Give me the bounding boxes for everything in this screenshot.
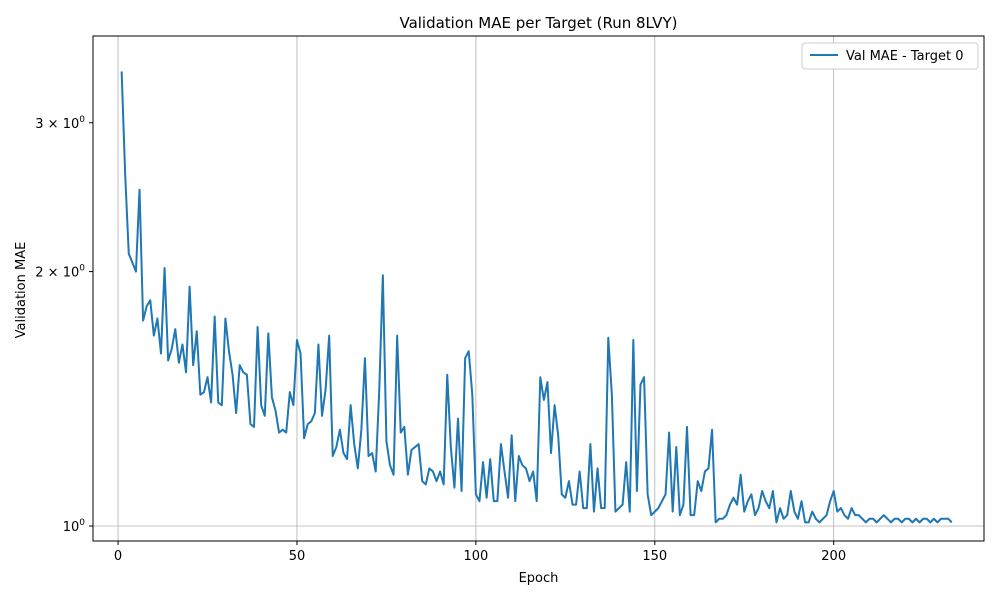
y-axis-title: Validation MAE [14,242,29,339]
plot-frame [92,35,985,542]
x-tick-label: 150 [642,549,667,564]
series-layer [120,71,953,524]
series-line-target-0 [120,71,953,524]
grid-lines [93,36,984,541]
x-axis: 0 50 100 150 200 [114,541,846,564]
y-tick-label: 100 [63,518,86,535]
y-tick-label: 3 × 100 [35,115,85,132]
x-axis-title: Epoch [519,571,559,586]
legend: Val MAE - Target 0 [801,42,979,70]
y-axis: 100 2 × 100 3 × 100 [35,115,93,535]
x-tick-label: 0 [114,549,122,564]
x-tick-label: 50 [289,549,306,564]
x-tick-label: 200 [821,549,846,564]
x-tick-label: 100 [463,549,488,564]
legend-label: Val MAE - Target 0 [846,49,964,64]
legend-box [801,42,979,70]
y-tick-label: 2 × 100 [35,264,85,281]
chart-title: Validation MAE per Target (Run 8LVY) [399,14,677,32]
